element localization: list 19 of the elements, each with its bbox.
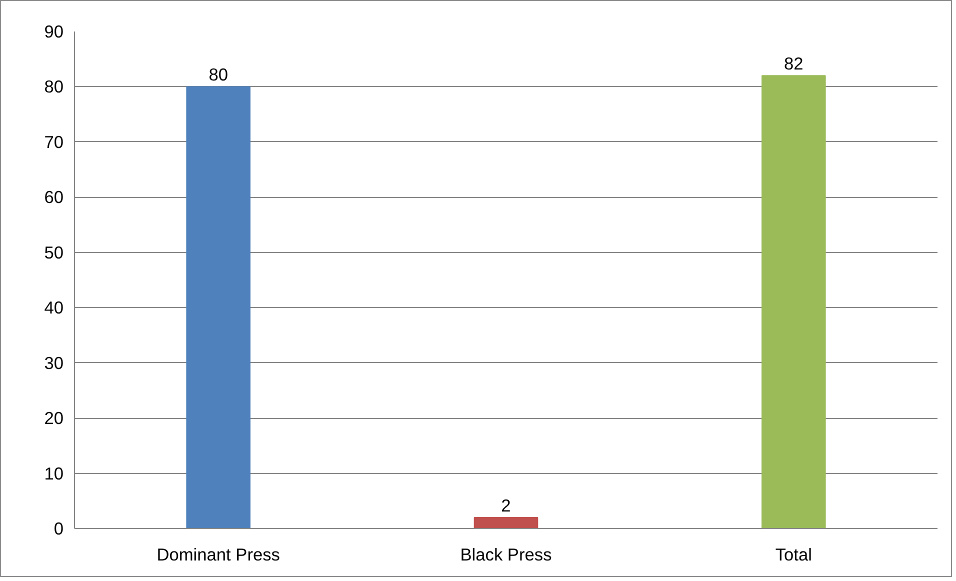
y-tick-label: 0 xyxy=(54,518,64,538)
y-tick-label: 30 xyxy=(44,352,64,373)
y-tick-label: 90 xyxy=(44,22,64,42)
bar xyxy=(762,75,826,528)
x-tick-label: Dominant Press xyxy=(156,544,280,564)
y-tick-label: 50 xyxy=(44,242,64,262)
bar xyxy=(186,86,250,528)
y-tick-label: 70 xyxy=(44,132,64,152)
y-tick-label: 60 xyxy=(44,187,64,208)
data-label: 80 xyxy=(208,64,228,85)
y-tick-label: 80 xyxy=(44,76,64,97)
x-tick-label: Black Press xyxy=(460,544,552,564)
y-tick-label: 40 xyxy=(44,298,64,318)
data-label: 82 xyxy=(784,54,804,74)
x-tick-label: Total xyxy=(775,544,812,564)
bar xyxy=(474,516,538,528)
y-tick-label: 20 xyxy=(44,408,64,428)
y-tick-label: 10 xyxy=(44,463,64,484)
data-label: 2 xyxy=(501,495,511,516)
